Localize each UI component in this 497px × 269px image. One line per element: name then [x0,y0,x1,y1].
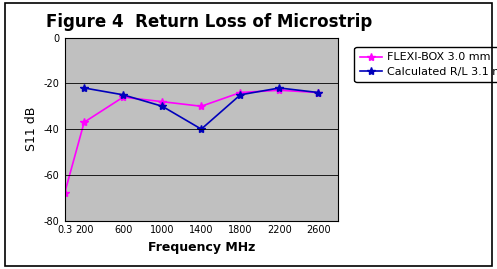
FLEXI-BOX 3.0 mm [276,89,282,92]
Text: Figure 4  Return Loss of Microstrip: Figure 4 Return Loss of Microstrip [46,13,372,31]
Line: Calculated R/L 3.1 mm: Calculated R/L 3.1 mm [80,84,323,133]
FLEXI-BOX 3.0 mm [159,100,165,103]
Calculated R/L 3.1 mm [316,91,322,94]
Y-axis label: S11 dB: S11 dB [25,107,38,151]
Legend: FLEXI-BOX 3.0 mm, Calculated R/L 3.1 mm: FLEXI-BOX 3.0 mm, Calculated R/L 3.1 mm [354,47,497,82]
FLEXI-BOX 3.0 mm [238,91,244,94]
Line: FLEXI-BOX 3.0 mm: FLEXI-BOX 3.0 mm [61,86,323,197]
Calculated R/L 3.1 mm [276,86,282,90]
FLEXI-BOX 3.0 mm [120,95,126,99]
FLEXI-BOX 3.0 mm [81,121,87,124]
FLEXI-BOX 3.0 mm [62,192,68,195]
X-axis label: Frequency MHz: Frequency MHz [148,241,255,254]
FLEXI-BOX 3.0 mm [316,91,322,94]
Calculated R/L 3.1 mm [198,128,204,131]
Calculated R/L 3.1 mm [159,105,165,108]
FLEXI-BOX 3.0 mm [198,105,204,108]
Calculated R/L 3.1 mm [238,93,244,97]
Calculated R/L 3.1 mm [81,86,87,90]
Calculated R/L 3.1 mm [120,93,126,97]
